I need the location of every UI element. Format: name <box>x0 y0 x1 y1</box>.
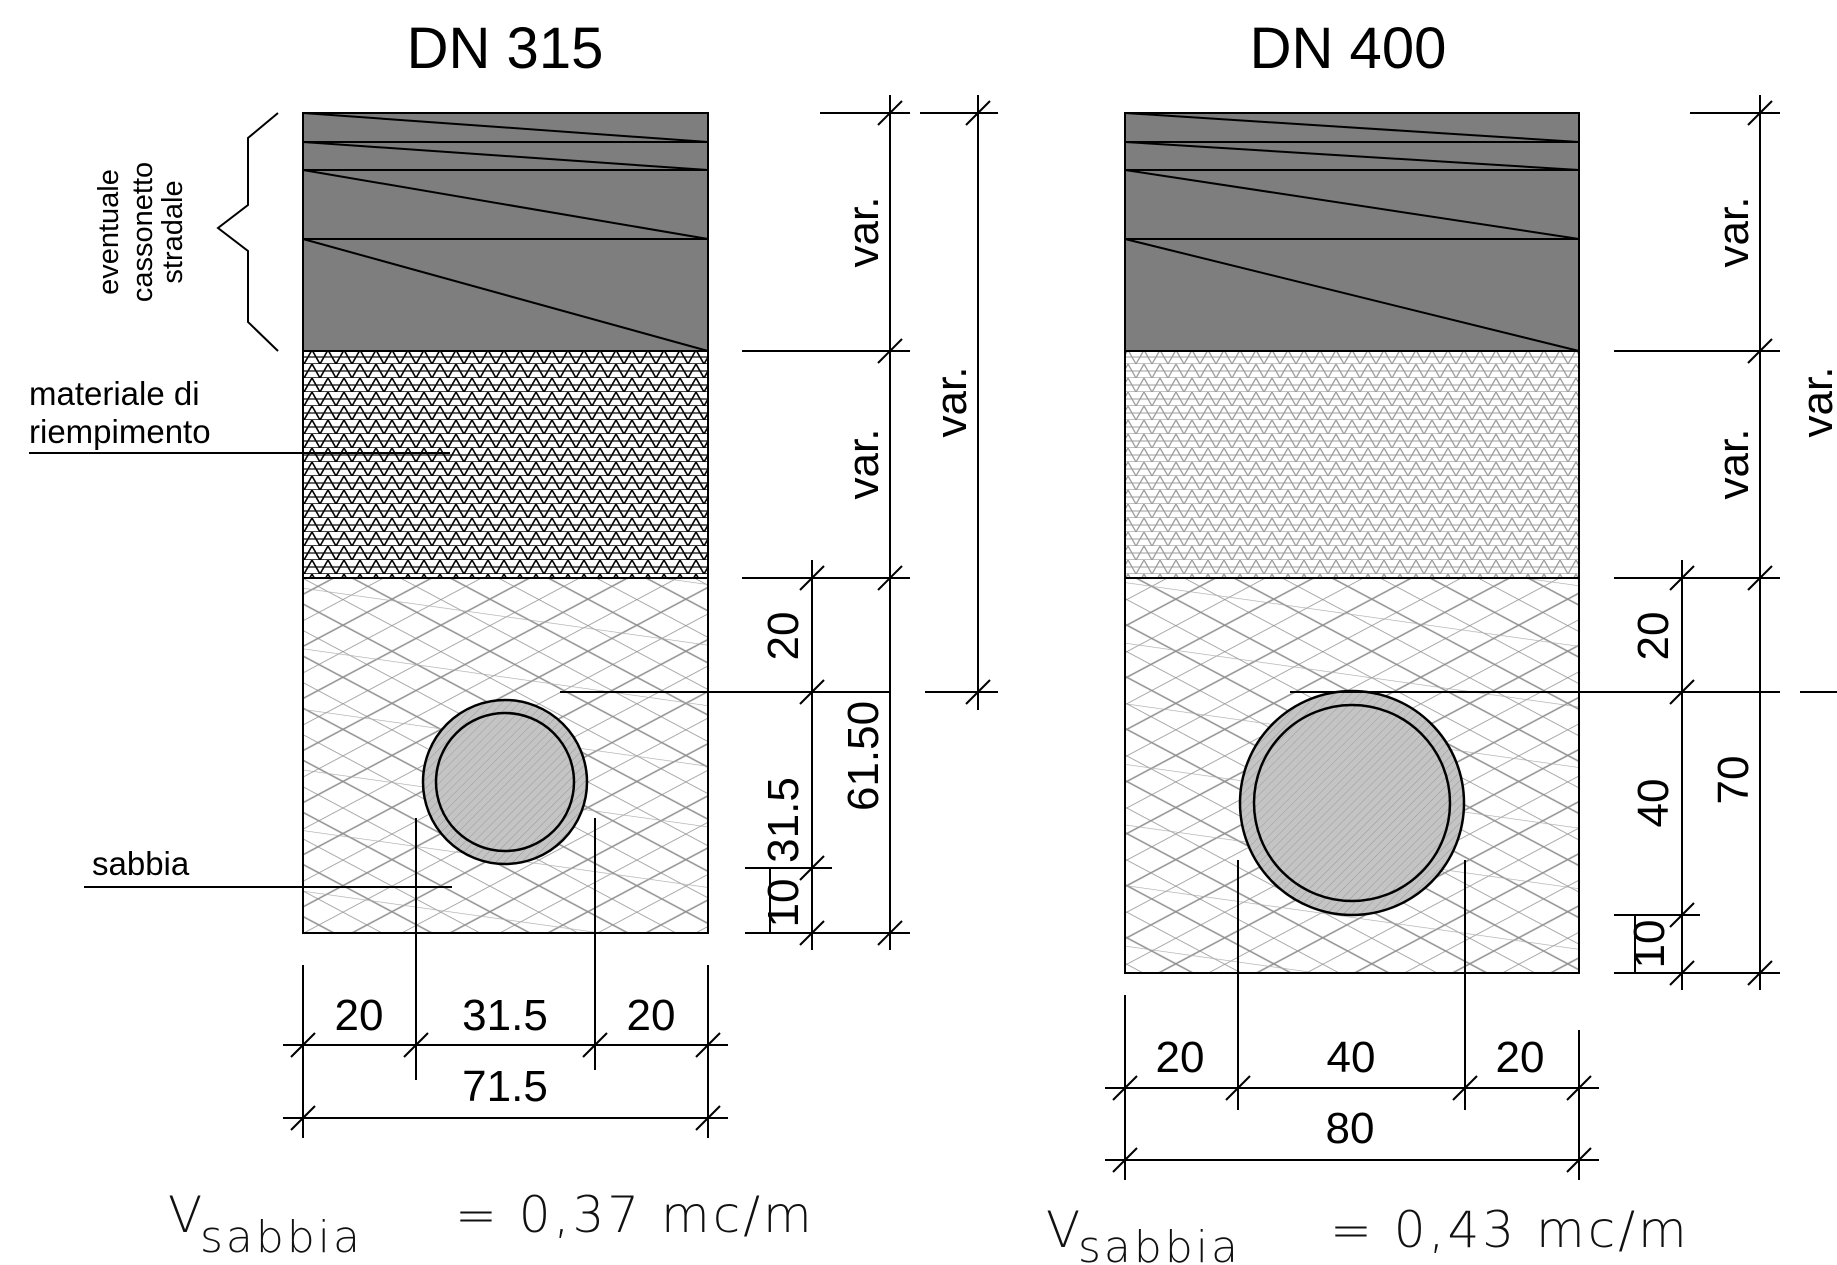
svg-text:sabbia: sabbia <box>200 1212 363 1263</box>
dim-trench-depth: 61.50 <box>839 701 888 811</box>
brace <box>216 112 279 352</box>
dim-overall-depth: var. <box>927 367 976 438</box>
width-left-clearance: 20 <box>1156 1033 1205 1082</box>
dim-trench-depth: 70 <box>1709 756 1758 805</box>
svg-text:stradale: stradale <box>157 180 189 283</box>
dim-cover: 20 <box>1629 612 1678 661</box>
dim-fill-thickness: var. <box>1709 429 1758 500</box>
width-total: 80 <box>1326 1104 1375 1153</box>
road-layer-lines <box>302 112 709 352</box>
width-right-clearance: 20 <box>1496 1033 1545 1082</box>
section-dn400: DN 400 <box>1046 16 1837 1265</box>
road-layer <box>1124 112 1580 352</box>
svg-text:= 0,43 mc/m: = 0,43 mc/m <box>1330 1201 1690 1259</box>
svg-text:materiale di: materiale di <box>29 375 200 412</box>
dim-road-thickness: var. <box>1709 197 1758 268</box>
svg-text:V: V <box>168 1186 205 1244</box>
width-pipe: 31.5 <box>462 991 548 1040</box>
dim-bedding: 10 <box>759 879 808 928</box>
horizontal-dimensions: 20 40 20 80 <box>1105 860 1599 1180</box>
dim-bedding: 10 <box>1625 920 1674 969</box>
pipe-dn400 <box>1238 689 1466 917</box>
width-pipe: 40 <box>1327 1033 1376 1082</box>
road-layer-lines <box>1124 112 1580 352</box>
section-title: DN 315 <box>407 16 604 81</box>
road-layer <box>302 112 709 352</box>
label-road-layer: eventuale cassonetto stradale <box>93 162 189 302</box>
dim-cover: 20 <box>759 612 808 661</box>
section-dn315: DN 315 eventuale cassonetto <box>29 16 998 1263</box>
svg-text:sabbia: sabbia <box>1078 1222 1241 1265</box>
dim-overall-depth: var. <box>1793 367 1837 438</box>
vertical-dimensions: var. var. var. 20 40 70 10 <box>1290 95 1837 990</box>
width-right-clearance: 20 <box>627 991 676 1040</box>
fill-material-layer <box>302 350 709 579</box>
svg-text:riempimento: riempimento <box>29 413 211 450</box>
svg-text:sabbia: sabbia <box>92 845 190 882</box>
svg-text:V: V <box>1046 1201 1083 1259</box>
svg-text:cassonetto: cassonetto <box>127 162 159 302</box>
svg-text:= 0,37 mc/m: = 0,37 mc/m <box>455 1186 815 1244</box>
dim-pipe-diameter: 31.5 <box>759 777 808 863</box>
label-sand: sabbia <box>84 845 452 888</box>
section-title: DN 400 <box>1250 16 1447 81</box>
sand-volume-formula: V sabbia = 0,43 mc/m <box>1046 1201 1690 1265</box>
vertical-dimensions: var. var. var. 20 61.50 31.5 10 <box>560 95 998 950</box>
horizontal-dimensions: 20 31.5 20 71.5 <box>283 818 728 1138</box>
sand-volume-formula: V sabbia = 0,37 mc/m <box>168 1186 815 1263</box>
dim-road-thickness: var. <box>839 197 888 268</box>
width-total: 71.5 <box>462 1062 548 1111</box>
dim-fill-thickness: var. <box>839 429 888 500</box>
pipe-dn315 <box>421 698 589 866</box>
width-left-clearance: 20 <box>335 991 384 1040</box>
dim-pipe-diameter: 40 <box>1629 779 1678 828</box>
fill-material-layer <box>1124 350 1580 579</box>
label-fill-material: materiale di riempimento <box>29 375 450 454</box>
svg-text:eventuale: eventuale <box>93 169 125 295</box>
